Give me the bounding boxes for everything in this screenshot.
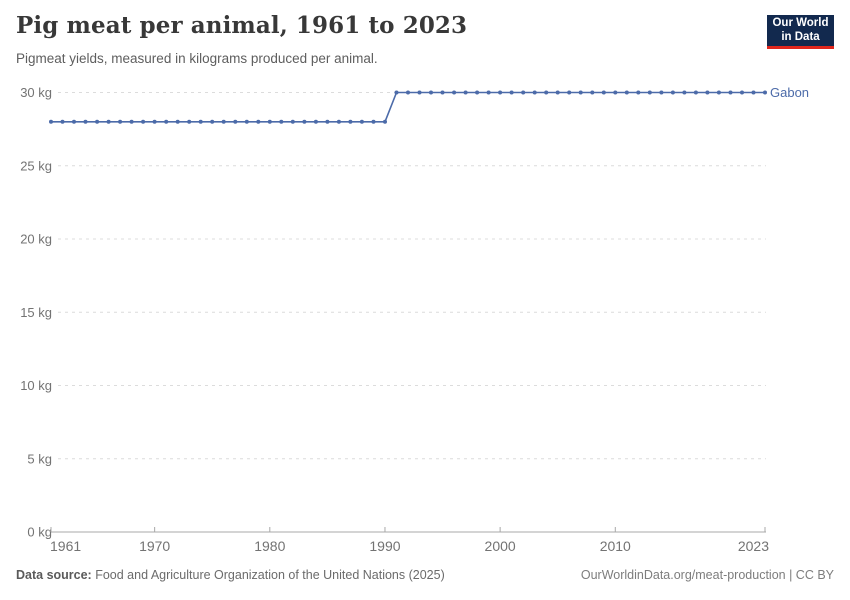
data-point[interactable] bbox=[429, 90, 433, 95]
data-point[interactable] bbox=[417, 90, 422, 95]
data-point[interactable] bbox=[613, 90, 618, 95]
x-tick-label: 1970 bbox=[139, 538, 170, 554]
data-point[interactable] bbox=[302, 119, 307, 124]
data-point[interactable] bbox=[383, 119, 387, 124]
x-tick-label: 2000 bbox=[485, 538, 516, 554]
attribution-link[interactable]: OurWorldinData.org/meat-production | CC … bbox=[580, 568, 834, 582]
data-point[interactable] bbox=[693, 90, 698, 95]
data-point[interactable] bbox=[49, 119, 53, 124]
data-point[interactable] bbox=[590, 90, 595, 95]
x-tick-label: 2023 bbox=[738, 538, 769, 554]
chart-title: Pig meat per animal, 1961 to 2023 bbox=[16, 12, 468, 39]
data-point[interactable] bbox=[198, 119, 203, 124]
data-point[interactable] bbox=[95, 119, 100, 124]
data-point[interactable] bbox=[233, 119, 238, 124]
y-tick-label: 5 kg bbox=[27, 451, 52, 466]
data-point[interactable] bbox=[279, 119, 284, 124]
data-point[interactable] bbox=[152, 119, 157, 124]
series-line-gabon[interactable] bbox=[51, 91, 765, 123]
series-label-gabon[interactable]: Gabon bbox=[770, 85, 810, 100]
data-point[interactable] bbox=[624, 90, 629, 95]
data-point[interactable] bbox=[486, 90, 491, 95]
data-point[interactable] bbox=[670, 90, 675, 95]
y-tick-label: 30 kg bbox=[20, 85, 52, 100]
data-point[interactable] bbox=[336, 119, 341, 124]
data-point[interactable] bbox=[267, 119, 272, 124]
data-point[interactable] bbox=[440, 90, 445, 95]
x-tick-label: 1961 bbox=[50, 538, 81, 554]
y-tick-label: 25 kg bbox=[20, 158, 52, 173]
chart-footer: Data source: Food and Agriculture Organi… bbox=[16, 568, 834, 582]
data-point[interactable] bbox=[751, 90, 756, 95]
y-tick-label: 15 kg bbox=[20, 305, 52, 320]
data-point[interactable] bbox=[210, 119, 215, 124]
data-point[interactable] bbox=[647, 90, 652, 95]
data-point[interactable] bbox=[659, 90, 664, 95]
data-point[interactable] bbox=[106, 119, 111, 124]
data-point[interactable] bbox=[244, 119, 249, 124]
data-source-note: Data source: Food and Agriculture Organi… bbox=[16, 568, 445, 582]
data-point[interactable] bbox=[475, 90, 480, 95]
data-point[interactable] bbox=[463, 90, 468, 95]
data-point[interactable] bbox=[175, 119, 180, 124]
owid-logo-line2: in Data bbox=[781, 30, 820, 43]
data-point[interactable] bbox=[636, 90, 641, 95]
data-point[interactable] bbox=[555, 90, 560, 95]
owid-logo[interactable]: Our World in Data bbox=[767, 15, 834, 49]
data-point[interactable] bbox=[60, 119, 65, 124]
data-point[interactable] bbox=[118, 119, 123, 124]
x-tick-label: 1980 bbox=[254, 538, 285, 554]
data-point[interactable] bbox=[313, 119, 318, 124]
x-tick-label: 1990 bbox=[369, 538, 400, 554]
data-point[interactable] bbox=[348, 119, 353, 124]
data-point[interactable] bbox=[601, 90, 606, 95]
data-point[interactable] bbox=[325, 119, 330, 124]
data-point[interactable] bbox=[716, 90, 721, 95]
data-point[interactable] bbox=[509, 90, 514, 95]
y-tick-label: 0 kg bbox=[27, 525, 52, 540]
data-point[interactable] bbox=[498, 90, 503, 95]
data-point[interactable] bbox=[83, 119, 88, 124]
owid-logo-line1: Our World bbox=[772, 17, 829, 29]
x-tick-label: 2010 bbox=[600, 538, 631, 554]
data-point[interactable] bbox=[72, 119, 76, 124]
y-tick-label: 10 kg bbox=[20, 378, 52, 393]
data-source-label: Data source: bbox=[16, 568, 92, 582]
data-point[interactable] bbox=[521, 90, 526, 95]
data-point[interactable] bbox=[141, 119, 146, 124]
data-point[interactable] bbox=[371, 119, 376, 124]
data-point[interactable] bbox=[578, 90, 583, 95]
data-point[interactable] bbox=[129, 119, 134, 124]
y-tick-label: 20 kg bbox=[20, 232, 52, 247]
data-point[interactable] bbox=[394, 90, 399, 95]
data-point[interactable] bbox=[567, 90, 572, 95]
data-point[interactable] bbox=[359, 119, 364, 124]
data-point[interactable] bbox=[187, 119, 192, 124]
data-point[interactable] bbox=[682, 90, 687, 95]
data-source-text: Food and Agriculture Organization of the… bbox=[95, 568, 445, 582]
data-point[interactable] bbox=[532, 90, 537, 95]
data-point[interactable] bbox=[705, 90, 710, 95]
data-point[interactable] bbox=[452, 90, 457, 95]
data-point[interactable] bbox=[221, 119, 226, 124]
data-point[interactable] bbox=[290, 119, 295, 124]
data-point[interactable] bbox=[406, 90, 410, 95]
data-point[interactable] bbox=[544, 90, 549, 95]
data-point[interactable] bbox=[763, 90, 767, 95]
data-point[interactable] bbox=[256, 119, 261, 124]
chart-subtitle: Pigmeat yields, measured in kilograms pr… bbox=[16, 51, 378, 66]
data-point[interactable] bbox=[740, 90, 744, 95]
data-point[interactable] bbox=[164, 119, 169, 124]
data-point[interactable] bbox=[728, 90, 733, 95]
